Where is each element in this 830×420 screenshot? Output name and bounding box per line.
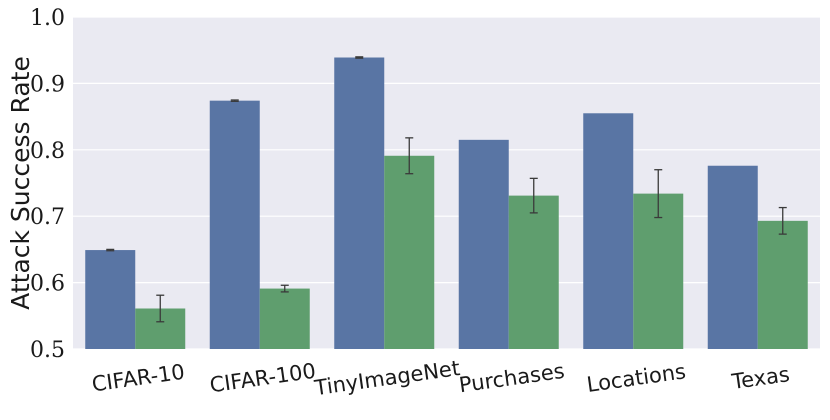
y-tick-label: 0.8 xyxy=(30,139,65,164)
x-tick-label: Purchases xyxy=(457,359,566,398)
bar xyxy=(209,100,260,349)
gridlines xyxy=(73,16,820,350)
x-tick-label: TinyImageNet xyxy=(312,356,461,400)
error-bars xyxy=(106,56,787,323)
error-bar xyxy=(654,169,663,219)
y-axis-label: Attack Success Rate xyxy=(6,56,35,310)
x-tick-label: CIFAR-100 xyxy=(208,359,317,398)
x-tick-label: Texas xyxy=(729,362,791,394)
bar xyxy=(458,139,509,349)
bar xyxy=(757,220,808,349)
error-bar xyxy=(355,56,364,59)
bar xyxy=(508,195,559,349)
bar xyxy=(85,250,136,349)
bars xyxy=(85,57,808,350)
bar xyxy=(707,165,758,349)
x-tick-label: CIFAR-10 xyxy=(90,360,186,397)
y-tick-label: 0.9 xyxy=(30,72,65,97)
error-bar xyxy=(405,137,414,175)
error-bar xyxy=(280,284,289,293)
bar xyxy=(384,155,435,349)
bar xyxy=(259,288,310,349)
y-tick-label: 0.6 xyxy=(30,272,65,297)
plot-background xyxy=(73,17,820,349)
error-bar xyxy=(230,99,239,102)
bar xyxy=(334,57,385,350)
bar xyxy=(633,193,684,349)
y-axis-ticks: 0.5 0.6 0.7 0.8 0.9 1.0 xyxy=(30,6,65,363)
y-tick-label: 0.5 xyxy=(30,338,65,363)
error-bar xyxy=(156,294,165,323)
error-bar xyxy=(529,177,538,214)
y-tick-label: 1.0 xyxy=(30,6,65,31)
y-tick-label: 0.7 xyxy=(30,205,65,230)
error-bar xyxy=(778,206,787,235)
error-bar xyxy=(106,248,115,252)
bar xyxy=(583,113,634,349)
x-tick-label: Locations xyxy=(585,359,687,397)
